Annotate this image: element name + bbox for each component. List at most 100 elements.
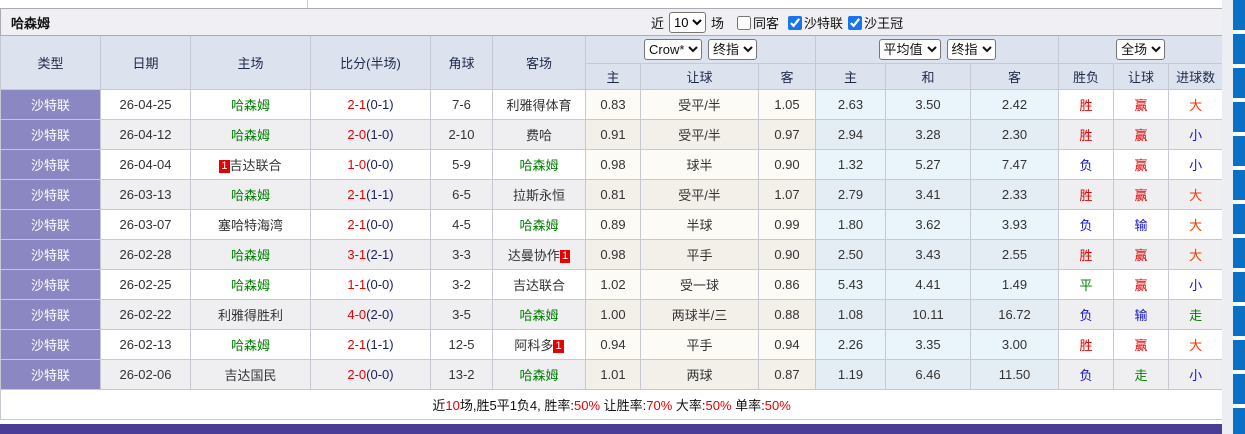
odds-away-cell: 0.90: [758, 239, 816, 270]
same-away-checkbox[interactable]: [737, 15, 752, 30]
odds-home-cell: 0.83: [585, 89, 641, 120]
league-type-cell: 沙特联: [0, 209, 101, 240]
odds-handicap-cell: 受平/半: [640, 89, 759, 120]
result-goals-cell: 大: [1167, 179, 1224, 210]
recent-matches-table: 哈森姆 近 10 场 同客 沙特联: [0, 8, 1224, 420]
result-goals-cell: 小: [1167, 269, 1224, 300]
away-team-cell: 哈森姆: [492, 209, 586, 240]
period-select[interactable]: 全场: [1116, 39, 1166, 60]
score-cell: 1-1(0-0): [310, 269, 431, 300]
odds-home-cell: 1.00: [585, 299, 641, 330]
result-handicap-cell: 输: [1113, 209, 1169, 240]
result-goals-cell: 大: [1167, 209, 1224, 240]
odds-handicap-cell: 半球: [640, 209, 759, 240]
avg-stage-select[interactable]: 终指: [946, 39, 996, 60]
avg-draw-cell: 3.62: [885, 209, 971, 240]
result-wdl-cell: 负: [1058, 359, 1114, 390]
saudi-league-checkbox-label[interactable]: 沙特联: [780, 13, 843, 32]
matches-label: 场: [711, 16, 725, 31]
fulltime-score: 2-1: [347, 217, 367, 232]
avg-home-cell: 2.26: [815, 329, 886, 360]
odds-away-cell: 0.86: [758, 269, 816, 300]
result-goals-cell: 大: [1167, 89, 1224, 120]
recent-label: 近: [651, 16, 665, 31]
odds-home-cell: 0.98: [585, 149, 641, 180]
odds-away-cell: 1.05: [758, 89, 816, 120]
avg-draw-cell: 4.41: [885, 269, 971, 300]
result-wdl-cell: 负: [1058, 149, 1114, 180]
recent-count-select[interactable]: 10: [669, 12, 707, 33]
odds-stage-select[interactable]: 终指: [708, 39, 757, 60]
odds-home-cell: 0.89: [585, 209, 641, 240]
corner-cell: 4-5: [430, 209, 493, 240]
blue-segment-bar: [1233, 0, 1245, 434]
avg-away-cell: 2.30: [970, 119, 1059, 150]
home-team-cell: 哈森姆: [190, 239, 311, 270]
sub-header-avg-draw: 和: [885, 63, 971, 90]
corner-cell: 12-5: [430, 329, 493, 360]
away-team-name: 达曼协作: [507, 248, 560, 263]
away-team-name: 阿科多: [514, 338, 554, 353]
fulltime-score: 2-1: [347, 337, 367, 352]
odds-away-cell: 0.87: [758, 359, 816, 390]
score-cell: 2-1(0-1): [310, 89, 431, 120]
team-title: 哈森姆: [11, 15, 51, 31]
match-row: 沙特联 26-02-06 吉达国民 2-0(0-0) 13-2 哈森姆 1.01 两球 0.87…: [0, 359, 1224, 390]
result-wdl-cell: 胜: [1058, 239, 1114, 270]
odds-group-header: Crow* 终指: [585, 35, 816, 64]
bottom-purple-bar: [0, 424, 1222, 434]
date-cell: 26-02-06: [100, 359, 191, 390]
col-header-away: 客场: [492, 35, 586, 90]
match-row: 沙特联 26-03-13 哈森姆 2-1(1-1) 6-5 拉斯永恒 0.81 受平/半 1.0…: [0, 179, 1224, 210]
sub-header-avg-away: 客: [970, 63, 1059, 90]
match-rows: 沙特联 26-04-25 哈森姆 2-1(0-1) 7-6 利雅得体育 0.83 受平/半 1.…: [0, 89, 1224, 390]
result-handicap-cell: 赢: [1113, 119, 1169, 150]
home-team-name: 哈森姆: [230, 338, 270, 353]
fulltime-score: 2-1: [347, 187, 367, 202]
halftime-score: (1-1): [366, 337, 394, 352]
league-type-cell: 沙特联: [0, 149, 101, 180]
saudi-cup-checkbox[interactable]: [848, 15, 863, 30]
avg-type-select[interactable]: 平均值: [878, 39, 941, 60]
avg-home-cell: 1.08: [815, 299, 886, 330]
odds-home-cell: 0.91: [585, 119, 641, 150]
date-cell: 26-02-13: [100, 329, 191, 360]
same-away-checkbox-label[interactable]: 同客: [729, 13, 779, 32]
date-cell: 26-03-07: [100, 209, 191, 240]
sub-header-odds-handicap: 让球: [640, 63, 759, 90]
odds-handicap-cell: 受一球: [640, 269, 759, 300]
score-cell: 1-0(0-0): [310, 149, 431, 180]
score-cell: 3-1(2-1): [310, 239, 431, 270]
avg-home-cell: 5.43: [815, 269, 886, 300]
home-team-name: 吉达国民: [224, 368, 277, 383]
summary-stat-label: 让胜率:: [600, 398, 647, 413]
score-cell: 2-1(0-0): [310, 209, 431, 240]
summary-stat-value: 50%: [705, 398, 732, 413]
odds-away-cell: 0.94: [758, 329, 816, 360]
home-team-name: 吉达联合: [229, 158, 282, 173]
result-wdl-cell: 胜: [1058, 179, 1114, 210]
date-cell: 26-02-28: [100, 239, 191, 270]
league-type-cell: 沙特联: [0, 239, 101, 270]
fulltime-score: 1-0: [347, 157, 367, 172]
corner-cell: 3-5: [430, 299, 493, 330]
avg-draw-cell: 5.27: [885, 149, 971, 180]
summary-row: 近10场,胜5平1负4, 胜率:50% 让胜率:70% 大率:50% 单率:50…: [0, 389, 1224, 420]
result-goals-cell: 走: [1167, 299, 1224, 330]
summary-stat-value: 10: [445, 398, 460, 413]
fulltime-score: 2-1: [347, 97, 367, 112]
odds-home-cell: 1.01: [585, 359, 641, 390]
avg-away-cell: 2.33: [970, 179, 1059, 210]
saudi-league-checkbox[interactable]: [788, 15, 803, 30]
odds-away-cell: 0.90: [758, 149, 816, 180]
away-team-name: 哈森姆: [519, 368, 559, 383]
result-goals-cell: 小: [1167, 119, 1224, 150]
saudi-cup-checkbox-label[interactable]: 沙王冠: [840, 13, 903, 32]
avg-draw-cell: 10.11: [885, 299, 971, 330]
halftime-score: (0-0): [366, 277, 394, 292]
league-type-cell: 沙特联: [0, 89, 101, 120]
odds-handicap-cell: 球半: [640, 149, 759, 180]
odds-home-cell: 1.02: [585, 269, 641, 300]
col-header-home: 主场: [190, 35, 311, 90]
bookmaker-select[interactable]: Crow*: [644, 39, 702, 60]
